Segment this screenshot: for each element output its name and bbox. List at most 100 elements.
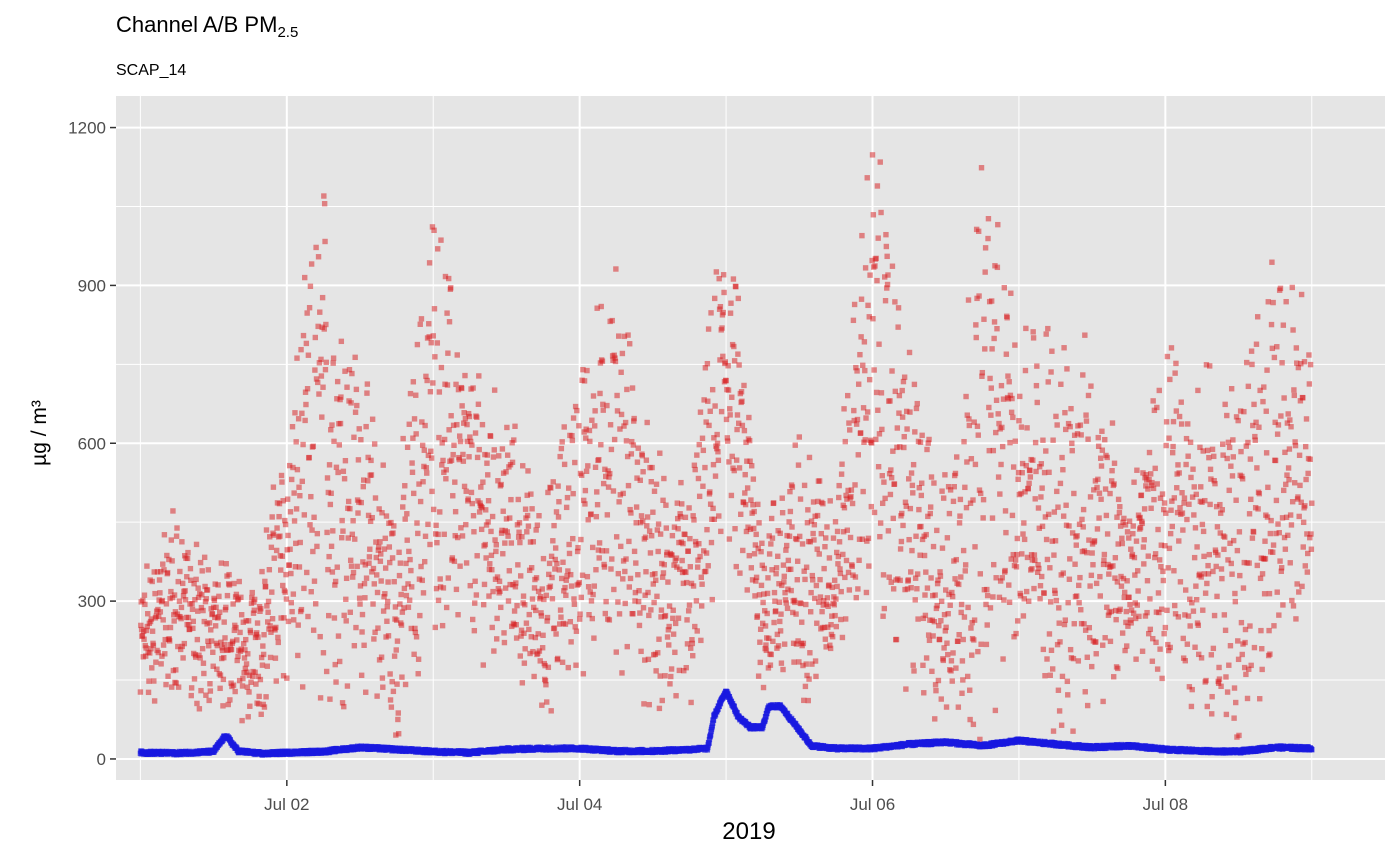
- channel-a-point: [1229, 571, 1235, 577]
- channel-a-point: [1187, 623, 1193, 629]
- channel-a-point: [1135, 568, 1141, 574]
- channel-a-point: [816, 599, 822, 605]
- channel-a-point: [415, 530, 421, 537]
- channel-a-point: [532, 634, 539, 641]
- channel-a-point: [181, 640, 188, 647]
- channel-a-point: [784, 605, 791, 612]
- channel-a-point: [577, 611, 583, 617]
- channel-a-point: [675, 526, 681, 532]
- channel-a-point: [1171, 568, 1177, 574]
- channel-a-point: [461, 420, 467, 426]
- channel-a-point: [244, 684, 251, 690]
- channel-a-point: [786, 533, 793, 539]
- channel-a-point: [513, 621, 519, 628]
- channel-a-point: [845, 392, 851, 399]
- channel-a-point: [855, 586, 861, 592]
- channel-a-point: [914, 571, 921, 577]
- channel-a-point: [339, 517, 345, 524]
- channel-a-point: [972, 544, 978, 550]
- channel-a-point: [674, 564, 680, 570]
- channel-a-point: [240, 675, 246, 682]
- channel-a-point: [756, 592, 763, 598]
- channel-a-point: [1268, 517, 1274, 524]
- channel-a-point: [280, 673, 287, 679]
- channel-a-point: [387, 559, 393, 566]
- channel-a-point: [744, 485, 751, 491]
- channel-a-point: [1116, 509, 1123, 516]
- channel-a-point: [1167, 376, 1173, 383]
- channel-a-point: [1222, 401, 1228, 408]
- channel-a-point: [650, 509, 656, 515]
- channel-a-point: [1034, 363, 1040, 369]
- channel-a-point: [418, 316, 425, 322]
- channel-a-point: [697, 409, 704, 415]
- channel-a-point: [388, 519, 394, 526]
- channel-a-point: [718, 528, 724, 535]
- channel-a-point: [972, 461, 979, 468]
- channel-a-point: [462, 416, 469, 422]
- channel-a-point: [799, 619, 805, 625]
- channel-a-point: [801, 697, 807, 704]
- channel-a-point: [446, 319, 453, 325]
- channel-a-point: [414, 341, 421, 348]
- channel-a-point: [950, 498, 957, 505]
- channel-a-point: [1281, 395, 1287, 401]
- channel-a-point: [1070, 655, 1077, 662]
- channel-a-point: [840, 551, 846, 558]
- channel-a-point: [427, 541, 433, 548]
- channel-a-point: [450, 422, 457, 429]
- channel-a-point: [245, 714, 251, 720]
- channel-a-point: [956, 520, 963, 526]
- channel-a-point: [699, 435, 706, 441]
- channel-a-point: [1221, 546, 1227, 553]
- channel-a-point: [866, 376, 873, 383]
- channel-a-point: [379, 675, 386, 681]
- channel-a-point: [297, 492, 303, 499]
- channel-a-point: [835, 553, 842, 560]
- channel-a-point: [1145, 630, 1152, 637]
- channel-a-point: [796, 434, 803, 440]
- channel-a-point: [1095, 476, 1101, 483]
- channel-a-point: [568, 583, 575, 589]
- channel-a-point: [1287, 560, 1293, 566]
- channel-a-point: [777, 628, 784, 634]
- channel-a-point: [524, 529, 530, 535]
- channel-a-point: [1156, 557, 1163, 563]
- channel-a-point: [790, 640, 797, 646]
- channel-a-point: [673, 555, 680, 561]
- channel-a-point: [639, 452, 646, 459]
- channel-a-point: [1140, 470, 1146, 476]
- channel-a-point: [768, 651, 774, 658]
- channel-a-point: [205, 638, 211, 644]
- channel-a-point: [915, 616, 921, 622]
- channel-a-point: [291, 617, 297, 623]
- channel-a-point: [808, 589, 814, 596]
- channel-a-point: [775, 553, 781, 560]
- channel-a-point: [389, 678, 395, 685]
- channel-a-point: [488, 528, 494, 535]
- channel-a-point: [469, 500, 475, 507]
- channel-a-point: [1150, 635, 1156, 642]
- channel-a-point: [486, 593, 492, 599]
- channel-a-point: [1036, 464, 1043, 470]
- channel-a-point: [230, 601, 236, 607]
- channel-a-point: [441, 436, 448, 443]
- channel-a-point: [627, 506, 633, 513]
- channel-a-point: [138, 622, 144, 629]
- channel-a-point: [958, 601, 965, 608]
- channel-a-point: [1239, 476, 1246, 482]
- channel-a-point: [593, 567, 599, 573]
- channel-a-point: [391, 523, 397, 529]
- channel-a-point: [164, 569, 171, 576]
- channel-a-point: [558, 445, 565, 452]
- channel-a-point: [863, 589, 870, 596]
- channel-a-point: [1282, 546, 1289, 552]
- channel-a-point: [467, 438, 474, 445]
- channel-a-point: [782, 597, 789, 603]
- channel-a-point: [1017, 593, 1024, 599]
- channel-a-point: [330, 360, 336, 366]
- channel-a-point: [413, 392, 419, 398]
- channel-a-point: [837, 570, 844, 577]
- channel-a-point: [1082, 689, 1088, 695]
- channel-a-point: [1039, 573, 1045, 580]
